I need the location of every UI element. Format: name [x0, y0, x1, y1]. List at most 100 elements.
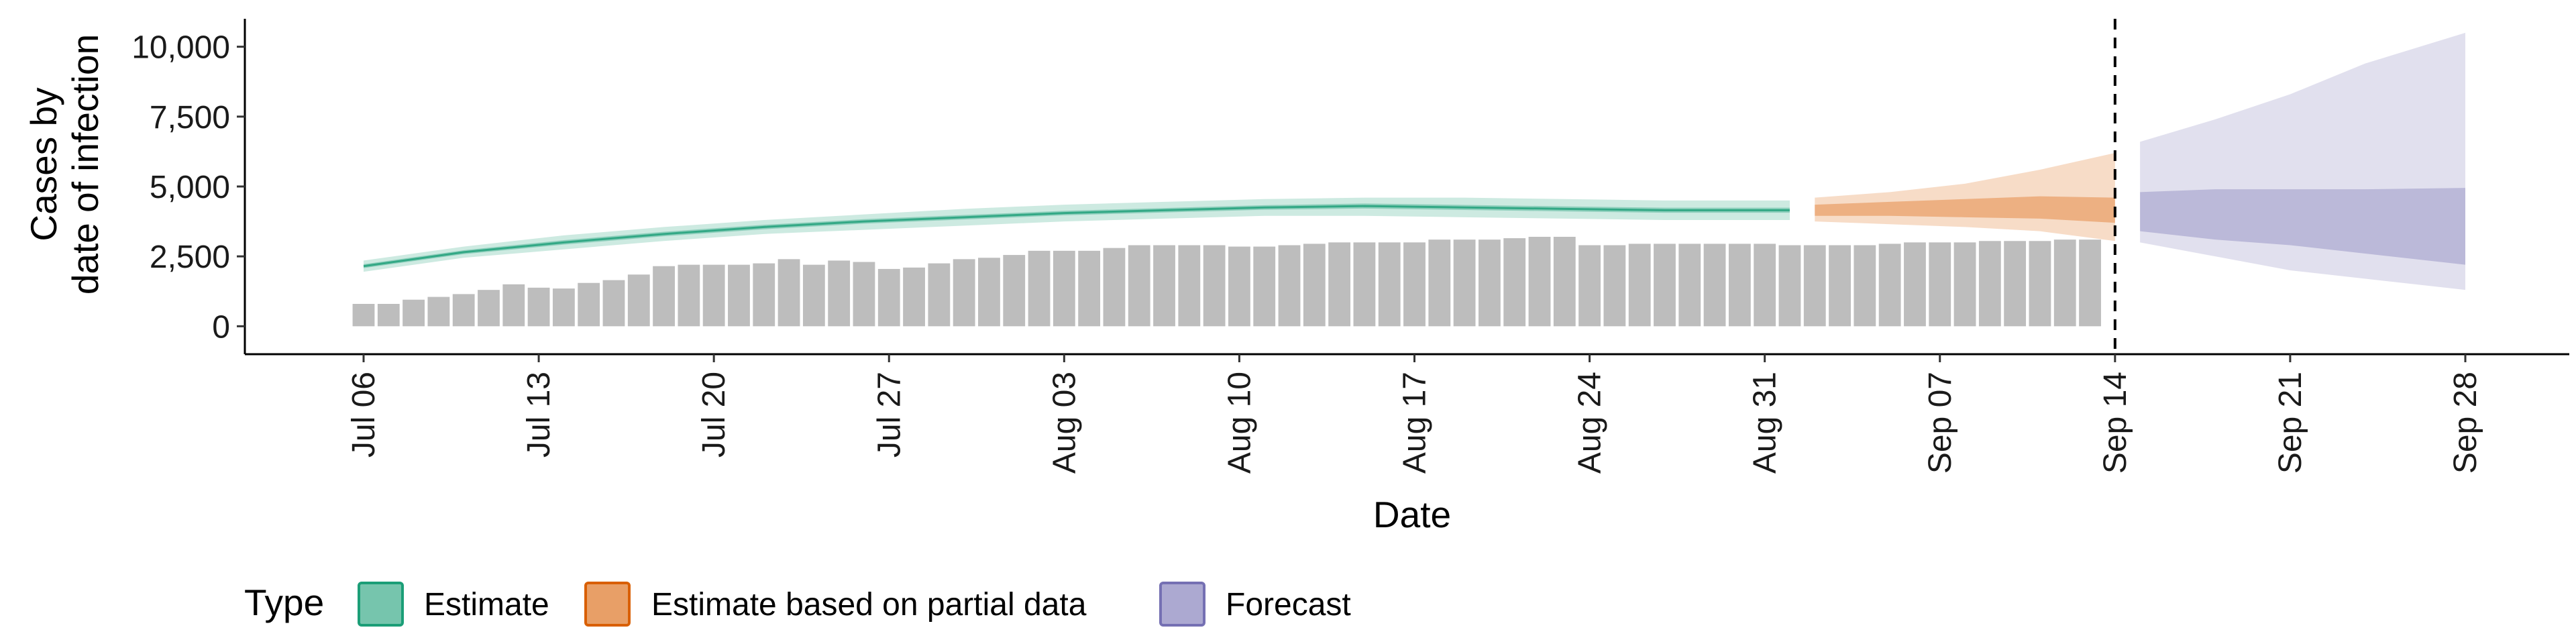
reported-case-bar — [1878, 244, 1901, 327]
reported-case-bar — [1654, 244, 1676, 327]
y-axis-title-line-1: Cases by — [23, 87, 64, 241]
y-tick-label: 0 — [212, 309, 230, 345]
legend-label-partial: Estimate based on partial data — [651, 587, 1087, 623]
forecast-ribbon-90 — [2140, 32, 2465, 290]
x-axis-title: Date — [1373, 494, 1451, 535]
reported-case-bar — [377, 304, 400, 327]
y-tick-label: 10,000 — [131, 30, 230, 66]
reported-case-bar — [1203, 245, 1226, 327]
reported-case-bar — [2053, 239, 2076, 327]
reported-case-bar — [853, 262, 875, 327]
reported-case-bar — [1178, 245, 1201, 327]
reported-case-bar — [928, 263, 951, 327]
partial-ribbon-50 — [1815, 196, 2115, 223]
x-tick-label: Aug 10 — [1222, 372, 1257, 474]
reported-case-bar — [1328, 242, 1351, 327]
reported-case-bar — [2079, 239, 2101, 327]
reported-case-bar — [753, 263, 775, 327]
reported-case-bar — [1128, 245, 1150, 327]
reported-case-bar — [1978, 241, 2001, 327]
reported-case-bar — [978, 258, 1000, 327]
reported-case-bar — [1603, 245, 1626, 327]
legend-item-forecast: Forecast — [1159, 582, 1351, 627]
estimate-ribbons — [363, 32, 2465, 290]
reported-case-bar — [1378, 242, 1401, 327]
reported-case-bar — [602, 280, 625, 327]
x-tick-label: Aug 17 — [1397, 372, 1433, 474]
reported-case-bar — [1453, 239, 1476, 327]
reported-case-bar — [1803, 245, 1826, 327]
reported-case-bar — [1428, 239, 1451, 327]
x-tick-label: Aug 31 — [1748, 372, 1783, 474]
legend-label-estimate: Estimate — [424, 587, 549, 623]
reported-case-bar — [1078, 250, 1101, 327]
legend: Type Estimate Estimate based on partial … — [244, 582, 1351, 627]
reported-case-bar — [502, 284, 525, 327]
reported-case-bars — [352, 237, 2101, 327]
x-tick-label: Sep 14 — [2098, 372, 2133, 474]
reported-case-bar — [1278, 245, 1301, 327]
legend-key-forecast — [1159, 582, 1205, 627]
reported-case-bar — [1153, 245, 1175, 327]
plot-area: 0 2,500 5,000 7,500 10,000 Jul 06 Jul 13 Jul 2… — [131, 19, 2569, 474]
reported-case-bar — [1253, 246, 1276, 327]
reported-case-bar — [1228, 246, 1250, 327]
reported-case-bar — [352, 304, 375, 327]
reported-case-bar — [1678, 244, 1701, 327]
reported-case-bar — [802, 264, 825, 327]
reported-case-bar — [1503, 238, 1526, 327]
reported-case-bar — [1754, 244, 1776, 327]
reported-case-bar — [1303, 244, 1326, 327]
x-tick-label: Jul 27 — [871, 372, 907, 458]
reported-case-bar — [2004, 241, 2027, 327]
reported-case-bar — [1103, 248, 1126, 327]
legend-title: Type — [244, 582, 324, 623]
legend-key-estimate — [358, 582, 404, 627]
reported-case-bar — [1904, 242, 1926, 327]
reported-case-bar — [2029, 241, 2051, 327]
x-tick-label: Aug 24 — [1572, 372, 1608, 474]
reported-case-bar — [1028, 250, 1051, 327]
reported-case-bar — [953, 259, 975, 327]
x-tick-label: Sep 21 — [2273, 372, 2308, 474]
partial-ribbon-90 — [1815, 153, 2115, 241]
reported-case-bar — [1478, 239, 1501, 327]
reported-case-bar — [1929, 242, 1951, 327]
x-tick-label: Jul 13 — [521, 372, 557, 458]
reported-case-bar — [1628, 244, 1651, 327]
reported-case-bar — [427, 297, 450, 327]
reported-case-bar — [552, 288, 575, 327]
y-tick-label: 2,500 — [150, 239, 230, 275]
reported-case-bar — [1703, 244, 1726, 327]
reported-case-bar — [653, 266, 675, 327]
reported-case-bar — [728, 264, 750, 327]
x-tick-label: Jul 20 — [696, 372, 732, 458]
y-tick-label: 5,000 — [150, 170, 230, 205]
legend-item-estimate: Estimate — [358, 582, 549, 627]
reported-case-bar — [452, 294, 475, 327]
reported-case-bar — [1353, 242, 1376, 327]
x-axis-ticks: Jul 06 Jul 13 Jul 20 Jul 27 Aug 03 Aug 10 Aug … — [346, 354, 2483, 474]
reported-case-bar — [1553, 237, 1576, 327]
reported-case-bar — [578, 282, 600, 327]
reported-case-bar — [1528, 237, 1551, 327]
reported-case-bar — [1829, 245, 1851, 327]
reported-case-bar — [1854, 245, 1876, 327]
reported-case-bar — [627, 274, 650, 327]
legend-key-partial — [584, 582, 631, 627]
estimate-median-line — [363, 205, 1790, 268]
reported-case-bar — [777, 259, 800, 327]
legend-item-partial: Estimate based on partial data — [584, 582, 1087, 627]
reported-case-bar — [1728, 244, 1751, 327]
reported-case-bar — [402, 299, 425, 327]
reported-case-bar — [678, 264, 700, 327]
legend-label-forecast: Forecast — [1226, 587, 1351, 623]
x-tick-label: Sep 28 — [2448, 372, 2483, 474]
reported-case-bar — [1053, 250, 1075, 327]
y-axis-ticks: 0 2,500 5,000 7,500 10,000 — [131, 30, 245, 345]
x-tick-label: Sep 07 — [1923, 372, 1958, 474]
reported-case-bar — [877, 268, 900, 327]
y-axis-title-line-2: date of infection — [64, 34, 106, 294]
reported-case-bar — [478, 290, 500, 327]
